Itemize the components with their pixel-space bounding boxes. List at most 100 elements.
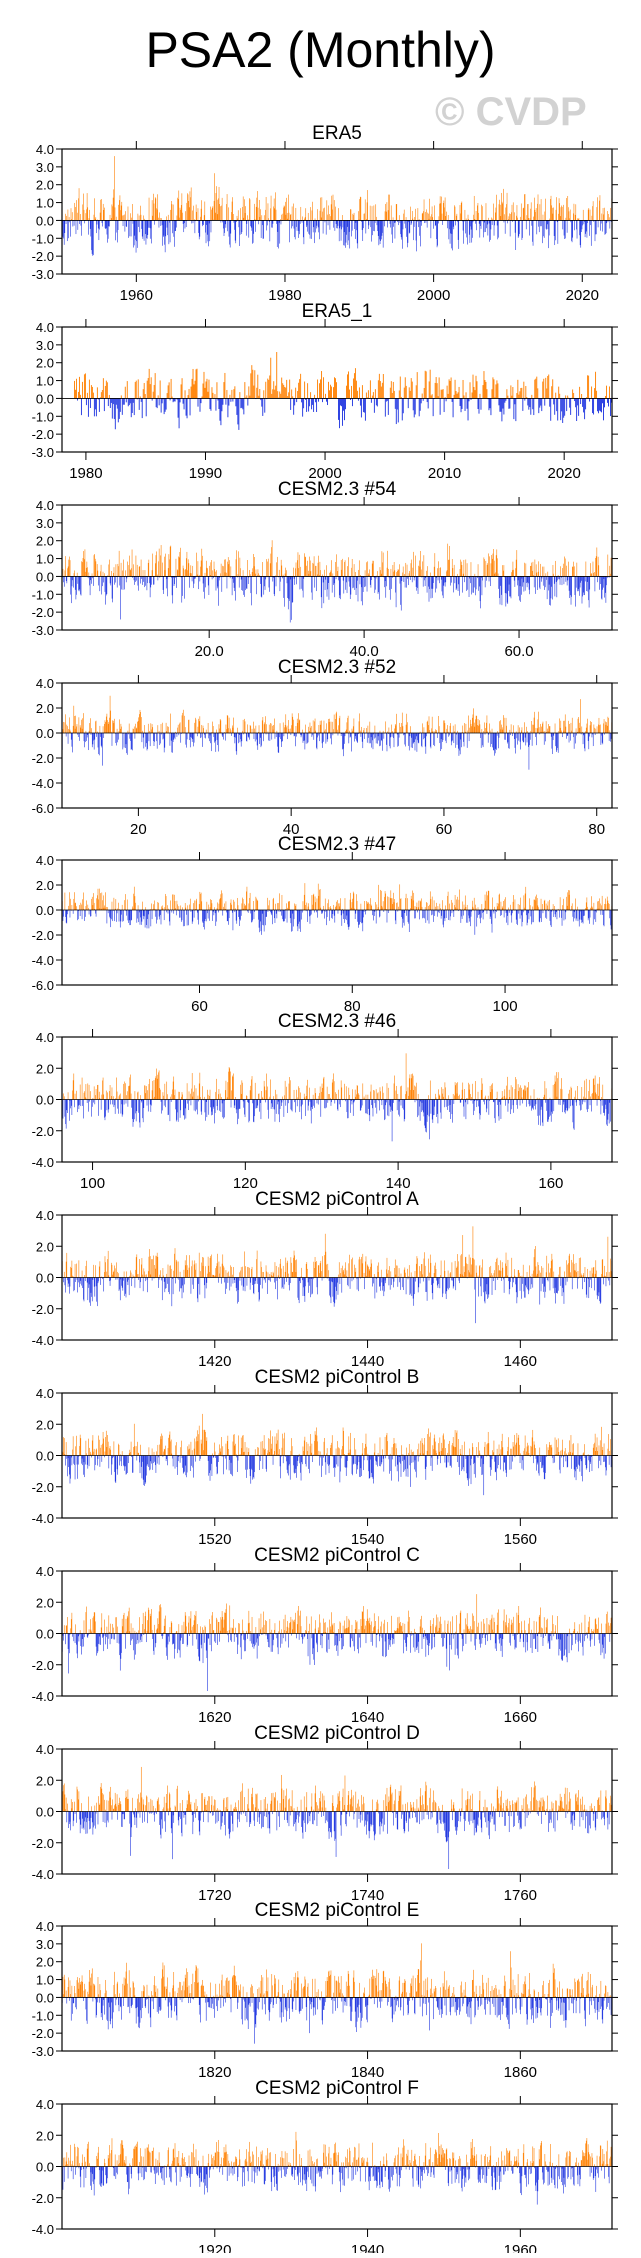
positive-bar [511,724,512,733]
positive-bar [461,562,462,577]
negative-bar [201,1100,202,1115]
negative-bar [305,1100,306,1116]
negative-bar [337,220,338,228]
positive-bar [267,1087,268,1100]
positive-bar [567,196,568,220]
positive-bar [541,727,542,733]
plot-frame [62,683,612,808]
positive-bar [101,392,102,398]
y-tick-label: 0.0 [36,903,54,918]
negative-bar [193,733,194,746]
negative-bar [351,576,352,594]
positive-bar [561,1078,562,1099]
positive-bar [561,207,562,220]
negative-bar [102,220,103,226]
negative-bar [493,733,494,750]
positive-bar [73,706,74,733]
positive-bar [284,206,285,220]
positive-bar [231,1090,232,1099]
positive-bar [426,371,427,398]
negative-bar [93,733,94,741]
negative-bar [560,576,561,584]
positive-bar [270,723,271,733]
positive-bar [523,208,524,221]
positive-bar [180,552,181,576]
positive-bar [276,210,277,221]
y-tick-label: -2.0 [32,249,54,264]
positive-bar [227,715,228,733]
negative-bar [210,1100,211,1108]
positive-bar [394,1083,395,1099]
positive-bar [537,728,538,733]
positive-bar [233,214,234,220]
negative-bar [439,576,440,583]
positive-bar [87,905,88,910]
negative-bar [115,398,116,429]
negative-bar [597,398,598,411]
positive-bar [200,567,201,577]
negative-bar [309,910,310,916]
negative-bar [387,1100,388,1116]
positive-bar [563,205,564,221]
positive-bar [532,907,533,910]
negative-bar [203,220,204,224]
negative-bar [611,910,612,929]
negative-bar [427,220,428,227]
negative-bar [274,576,275,596]
positive-bar [599,201,600,221]
negative-bar [465,398,466,411]
positive-bar [568,890,569,910]
positive-bar [346,730,347,733]
negative-bar [512,733,513,736]
negative-bar [560,398,561,420]
positive-bar [327,215,328,221]
positive-bar [304,895,305,910]
negative-bar [77,910,78,920]
positive-bar [143,215,144,220]
negative-bar [528,576,529,583]
negative-bar [117,220,118,232]
negative-bar [396,910,397,924]
positive-bar [370,206,371,221]
negative-bar [325,576,326,590]
negative-bar [232,576,233,595]
positive-bar [331,387,332,399]
negative-bar [442,220,443,225]
negative-bar [159,733,160,745]
positive-bar [520,898,521,910]
negative-bar [358,576,359,601]
positive-bar [180,208,181,221]
positive-bar [594,572,595,576]
positive-bar [329,907,330,910]
negative-bar [238,1100,239,1110]
negative-bar [133,220,134,247]
negative-bar [529,1100,530,1107]
negative-bar [384,576,385,587]
positive-bar [102,1095,103,1100]
negative-bar [561,398,562,411]
positive-bar [249,396,250,399]
positive-bar [426,571,427,577]
negative-bar [553,910,554,917]
positive-bar [387,568,388,577]
negative-bar [569,398,570,407]
positive-bar [510,385,511,398]
positive-bar [543,215,544,221]
positive-bar [355,368,356,398]
negative-bar [131,1100,132,1108]
negative-bar [118,398,119,422]
negative-bar [450,220,451,243]
positive-bar [170,210,171,221]
negative-bar [500,576,501,604]
negative-bar [602,733,603,743]
negative-bar [137,910,138,919]
negative-bar [426,1100,427,1132]
positive-bar [283,214,284,221]
positive-bar [574,204,575,221]
positive-bar [550,726,551,733]
negative-bar [370,576,371,584]
negative-bar [175,1100,176,1110]
negative-bar [241,576,242,590]
negative-bar [67,576,68,583]
positive-bar [173,1082,174,1100]
